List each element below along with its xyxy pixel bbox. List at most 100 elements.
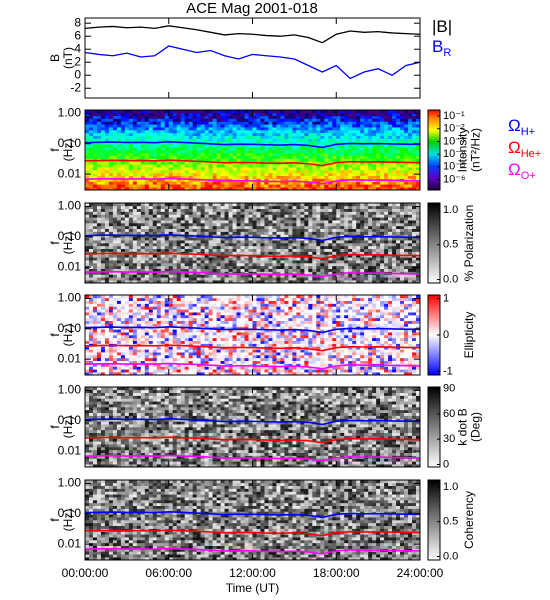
spectrogram-cell (312, 265, 317, 270)
spectrogram-cell (160, 245, 166, 250)
spectrogram-cell (104, 240, 110, 244)
spectrogram-cell (144, 167, 150, 171)
spectrogram-cell (268, 132, 273, 137)
spectrogram-cell (380, 110, 385, 114)
spectrogram-cell (128, 205, 134, 210)
spectrogram-cell (260, 170, 265, 174)
spectrogram-cell (212, 214, 217, 218)
spectrogram-cell (104, 335, 110, 339)
spectrogram-cell (332, 245, 337, 250)
spectrogram-cell (152, 208, 158, 212)
spectrogram-cell (120, 115, 126, 119)
spectrogram-cell (332, 181, 337, 185)
spectrogram-cell (172, 231, 178, 235)
spectrogram-cell (160, 172, 166, 177)
spectrogram-cell (348, 228, 353, 232)
spectrogram-cell (348, 280, 353, 284)
spectrogram-cell (120, 167, 126, 171)
spectrogram-cell (352, 237, 357, 241)
spectrogram-cell (220, 155, 225, 159)
spectrogram-cell (272, 170, 277, 174)
spectrogram-cell (240, 237, 245, 241)
spectrogram-cell (400, 138, 405, 142)
spectrogram-cell (92, 372, 98, 376)
spectrogram-cell (108, 181, 114, 185)
spectrogram-cell (220, 144, 225, 148)
spectrogram-cell (312, 257, 317, 261)
spectrogram-cell (252, 147, 257, 151)
spectrogram-cell (128, 271, 134, 275)
spectrogram-cell (288, 112, 293, 117)
legend-subscript: H+ (521, 126, 535, 138)
spectrogram-cell (248, 257, 253, 261)
spectrogram-cell (412, 274, 417, 278)
spectrogram-cell (208, 152, 213, 157)
spectrogram-cell (180, 231, 186, 235)
spectrogram-cell (204, 248, 209, 252)
spectrogram-cell (120, 184, 126, 188)
spectrogram-cell (92, 181, 98, 185)
spectrogram-cell (404, 141, 409, 145)
spectrogram-cell (228, 167, 233, 171)
spectrogram-cell (344, 172, 349, 177)
spectrogram-cell (292, 127, 297, 131)
spectrogram-cell (364, 217, 369, 221)
legend-subscript: R (443, 47, 451, 59)
spectrogram-cell (332, 240, 337, 244)
spectrogram-cell (116, 175, 122, 179)
spectrogram-cell (320, 214, 325, 218)
spectrogram-cell (100, 271, 106, 275)
spectrogram-cell (168, 138, 174, 142)
spectrogram-cell (164, 121, 170, 125)
spectrogram-cell (148, 268, 154, 272)
spectrogram-cell (340, 158, 345, 162)
spectrogram-cell (284, 138, 289, 142)
spectrogram-cell (384, 147, 389, 151)
spectrogram-cell (416, 121, 421, 125)
spectrogram-cell (316, 178, 321, 182)
spectrogram-cell (85, 132, 90, 137)
spectrogram-cell (240, 268, 245, 272)
spectrogram-cell (212, 277, 217, 281)
spectrogram-cell (268, 245, 273, 250)
spectrogram-cell (360, 243, 365, 247)
spectrogram-cell (332, 231, 337, 235)
spectrogram-cell (352, 265, 357, 270)
spectrogram-cell (224, 271, 229, 275)
spectrogram-cell (100, 237, 106, 241)
spectrogram-cell (244, 158, 249, 162)
spectrogram-cell (404, 118, 409, 122)
spectrogram-cell (280, 184, 285, 188)
spectrogram-cell (132, 184, 138, 188)
spectrogram-cell (180, 271, 186, 275)
spectrogram-cell (360, 268, 365, 272)
spectrogram-cell (100, 300, 106, 304)
spectrogram-cell (408, 110, 413, 114)
spectrogram-cell (248, 251, 253, 255)
y-axis-label: f (48, 241, 62, 245)
spectrogram-cell (140, 243, 146, 247)
spectrogram-cell (244, 110, 249, 114)
spectrogram-cell (112, 203, 118, 207)
spectrogram-cell (208, 184, 213, 188)
spectrogram-cell (324, 214, 329, 218)
spectrogram-cell (140, 260, 146, 264)
spectrogram-cell (208, 214, 213, 218)
spectrogram-cell (116, 214, 122, 218)
spectrogram-cell (116, 237, 122, 241)
spectrogram-cell (416, 223, 421, 227)
spectrogram-cell (228, 245, 233, 250)
spectrogram-cell (380, 124, 385, 128)
spectrogram-cell (388, 184, 393, 188)
spectrogram-cell (196, 223, 201, 227)
spectrogram-cell (188, 274, 193, 278)
spectrogram-cell (112, 243, 118, 247)
spectrogram-cell (352, 220, 357, 224)
spectrogram-cell (404, 152, 409, 157)
spectrogram-cell (344, 248, 349, 252)
spectrogram-cell (132, 263, 138, 267)
spectrogram-cell (180, 245, 186, 250)
spectrogram-cell (132, 217, 138, 221)
spectrogram-cell (332, 175, 337, 179)
spectrogram-cell (232, 115, 237, 119)
